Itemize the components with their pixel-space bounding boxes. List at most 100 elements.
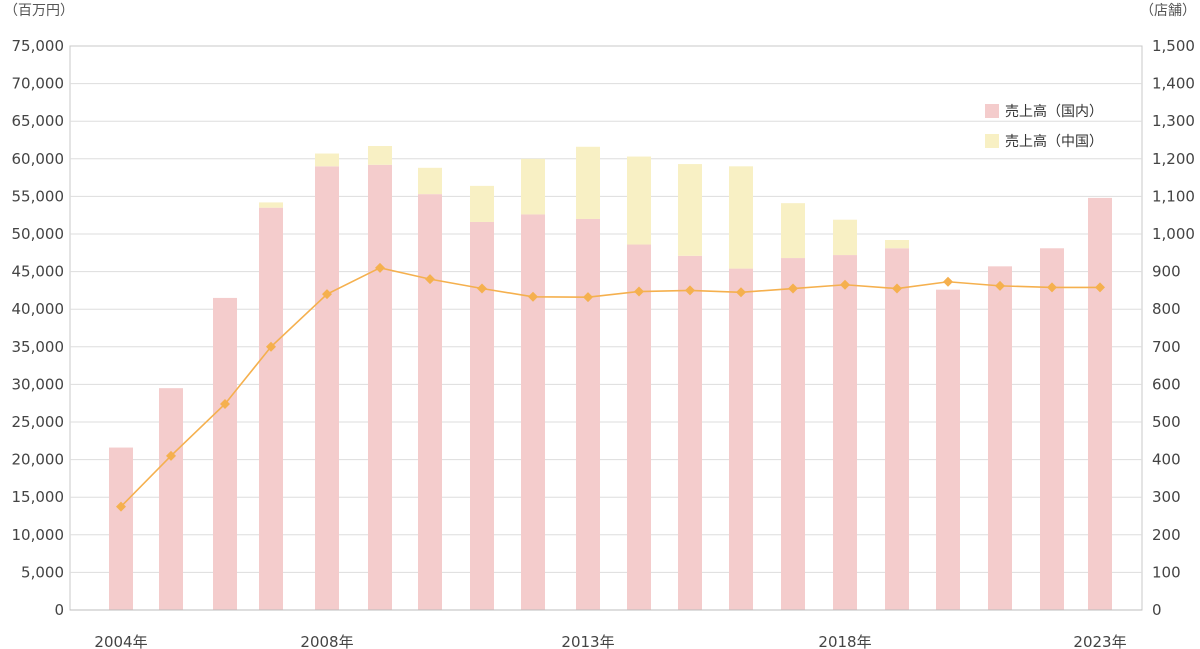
store-count-point [995, 280, 1005, 291]
right-tick-label: 1,000 [1152, 225, 1195, 243]
store-count-point [840, 279, 850, 290]
left-tick-label: 50,000 [12, 225, 65, 243]
left-tick-label: 25,000 [12, 413, 65, 431]
bar-domestic [1040, 248, 1064, 610]
left-tick-label: 30,000 [12, 375, 65, 393]
x-tick-label: 2013年 [561, 633, 614, 649]
bar-domestic [418, 194, 442, 611]
bar-china [576, 146, 600, 219]
bar-domestic [159, 388, 183, 610]
bar-china [833, 219, 857, 256]
bar-china [259, 202, 283, 208]
left-tick-label: 40,000 [12, 300, 65, 318]
store-count-point [322, 289, 332, 300]
left-tick-label: 65,000 [12, 112, 65, 130]
store-count-point [634, 286, 644, 297]
bar-china [627, 156, 651, 245]
left-tick-label: 35,000 [12, 338, 65, 356]
bar-china [418, 167, 442, 195]
right-tick-label: 1,400 [1152, 75, 1195, 93]
bar-china [521, 158, 545, 215]
left-tick-label: 0 [54, 601, 64, 619]
right-tick-label: 900 [1152, 263, 1181, 281]
x-tick-label: 2023年 [1073, 633, 1126, 649]
left-axis-unit: （百万円） [4, 3, 74, 19]
bar-domestic [315, 166, 339, 610]
left-tick-label: 20,000 [12, 451, 65, 469]
right-tick-label: 400 [1152, 451, 1181, 469]
bar-domestic [678, 255, 702, 611]
bar-domestic [781, 258, 805, 610]
bar-domestic [368, 164, 392, 611]
right-tick-label: 200 [1152, 526, 1181, 544]
bar-china [781, 203, 805, 259]
bar-domestic [576, 218, 600, 610]
bar-china [678, 164, 702, 256]
legend-swatch-china [985, 134, 999, 148]
right-tick-label: 1,200 [1152, 150, 1195, 168]
left-tick-label: 5,000 [21, 563, 64, 581]
left-tick-label: 75,000 [12, 37, 65, 55]
bar-china [368, 146, 392, 165]
store-count-point [583, 292, 593, 303]
right-tick-label: 300 [1152, 488, 1181, 506]
bar-domestic [470, 221, 494, 610]
bar-domestic [259, 207, 283, 610]
bar-china [315, 153, 339, 167]
x-tick-label: 2008年 [300, 633, 353, 649]
plot-area [69, 45, 1143, 611]
legend-label-domestic: 売上高（国内） [1005, 104, 1103, 120]
bar-domestic [109, 447, 133, 610]
bar-domestic [885, 248, 909, 610]
store-count-line [120, 266, 1100, 508]
store-count-point [266, 341, 276, 352]
left-tick-label: 45,000 [12, 263, 65, 281]
store-count-point [1047, 282, 1057, 293]
right-tick-label: 100 [1152, 563, 1181, 581]
bar-domestic [627, 244, 651, 610]
bar-domestic [521, 214, 545, 610]
store-count-point [528, 291, 538, 302]
legend-item-china: 売上高（中国） [985, 126, 1103, 156]
left-tick-label: 70,000 [12, 75, 65, 93]
store-count-point [788, 283, 798, 294]
right-tick-label: 0 [1152, 601, 1162, 619]
legend: 売上高（国内） 売上高（中国） [985, 96, 1103, 156]
bar-china [729, 166, 753, 269]
store-count-point [477, 283, 487, 294]
x-tick-label: 2004年 [94, 633, 147, 649]
right-tick-label: 700 [1152, 338, 1181, 356]
store-count-point [736, 287, 746, 298]
left-tick-label: 55,000 [12, 187, 65, 205]
store-count-point [943, 276, 953, 287]
legend-swatch-domestic [985, 104, 999, 118]
store-count-point [425, 274, 435, 285]
store-count-point [166, 450, 176, 461]
bar-domestic [1088, 197, 1112, 611]
legend-label-china: 売上高（中国） [1005, 134, 1103, 150]
right-tick-label: 1,300 [1152, 112, 1195, 130]
bar-domestic [936, 289, 960, 610]
store-count-point [220, 398, 230, 409]
right-tick-label: 1,500 [1152, 37, 1195, 55]
left-tick-label: 10,000 [12, 526, 65, 544]
right-tick-label: 500 [1152, 413, 1181, 431]
bar-domestic [988, 266, 1012, 610]
right-axis-unit: （店舗） [1140, 3, 1196, 19]
store-count-point [685, 285, 695, 296]
left-tick-label: 60,000 [12, 150, 65, 168]
store-count-point [116, 501, 126, 512]
store-count-point [892, 283, 902, 294]
left-tick-label: 15,000 [12, 488, 65, 506]
bar-domestic [213, 297, 237, 610]
bar-china [470, 185, 494, 222]
bar-china [885, 240, 909, 249]
store-count-point [375, 262, 385, 273]
bar-domestic [729, 268, 753, 610]
legend-item-domestic: 売上高（国内） [985, 96, 1103, 126]
bar-domestic [833, 255, 857, 610]
right-tick-label: 600 [1152, 375, 1181, 393]
store-count-point [1095, 282, 1105, 293]
right-tick-label: 1,100 [1152, 187, 1195, 205]
